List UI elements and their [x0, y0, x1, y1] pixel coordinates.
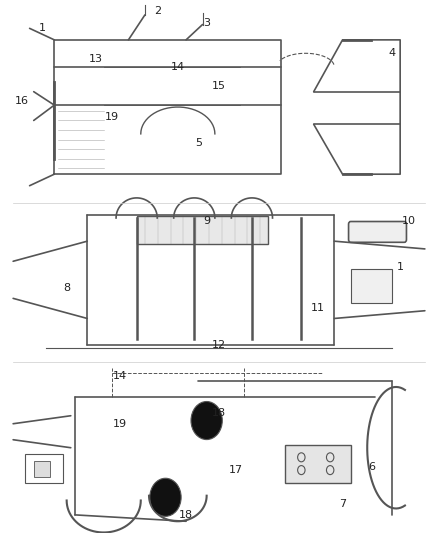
Text: 6: 6 — [368, 462, 375, 472]
Bar — [137, 216, 268, 244]
Text: 12: 12 — [212, 340, 226, 350]
Text: 2: 2 — [154, 6, 161, 16]
Text: 19: 19 — [105, 111, 119, 122]
Text: 9: 9 — [203, 216, 210, 226]
Text: 16: 16 — [14, 96, 28, 106]
Text: 4: 4 — [389, 49, 396, 58]
Circle shape — [191, 401, 223, 440]
Text: 14: 14 — [171, 62, 185, 72]
Text: 8: 8 — [63, 282, 70, 293]
Bar — [351, 269, 392, 303]
Text: 7: 7 — [339, 499, 346, 508]
Circle shape — [150, 478, 181, 516]
Text: 18: 18 — [179, 510, 193, 520]
Text: 19: 19 — [113, 419, 127, 429]
Text: 1: 1 — [39, 23, 46, 34]
Text: 18: 18 — [212, 408, 226, 417]
Text: 10: 10 — [401, 216, 415, 226]
Text: 5: 5 — [195, 139, 202, 149]
Bar — [285, 445, 351, 483]
Bar — [25, 454, 63, 483]
Text: 15: 15 — [212, 81, 226, 91]
Text: 17: 17 — [228, 465, 243, 475]
Text: 14: 14 — [113, 371, 127, 381]
Text: 13: 13 — [88, 54, 102, 64]
FancyBboxPatch shape — [349, 222, 406, 243]
Text: 1: 1 — [397, 262, 404, 272]
Bar — [34, 461, 50, 477]
Text: 11: 11 — [311, 303, 325, 313]
Text: 3: 3 — [203, 18, 210, 28]
